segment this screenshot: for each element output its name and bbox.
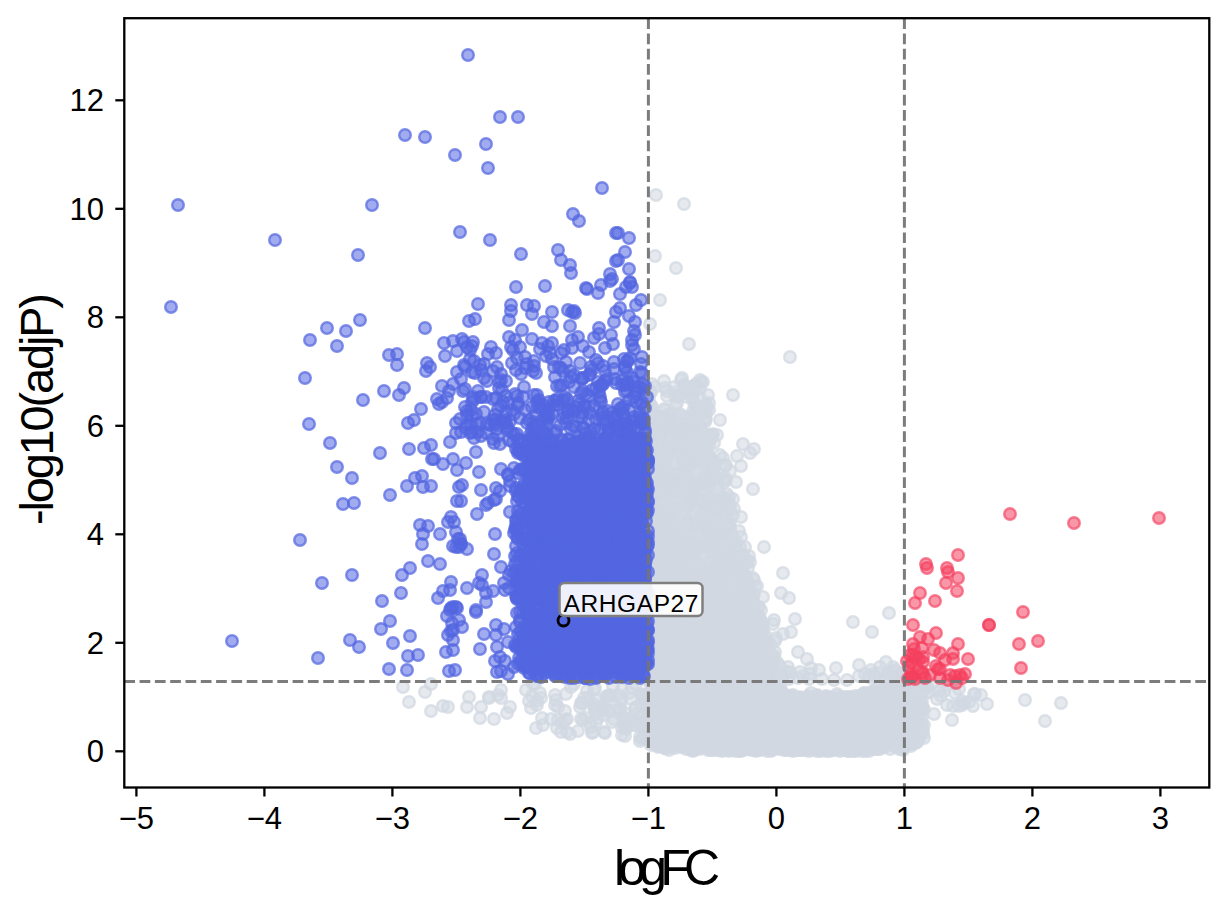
svg-text:-log10(adjP): -log10(adjP) <box>10 293 63 525</box>
svg-text:2: 2 <box>87 626 104 661</box>
svg-text:4: 4 <box>87 517 104 552</box>
svg-text:12: 12 <box>70 83 104 118</box>
svg-text:6: 6 <box>87 409 104 444</box>
svg-text:10: 10 <box>70 192 104 227</box>
svg-text:3: 3 <box>1152 801 1169 836</box>
svg-text:−2: −2 <box>503 801 538 836</box>
svg-text:−4: −4 <box>247 801 282 836</box>
svg-text:8: 8 <box>87 300 104 335</box>
svg-text:0: 0 <box>87 734 104 769</box>
svg-text:logFC: logFC <box>614 840 720 896</box>
svg-text:−3: −3 <box>375 801 410 836</box>
svg-text:−1: −1 <box>631 801 666 836</box>
svg-text:0: 0 <box>768 801 785 836</box>
svg-text:ARHGAP27: ARHGAP27 <box>564 590 699 617</box>
svg-text:1: 1 <box>896 801 913 836</box>
svg-text:−5: −5 <box>119 801 154 836</box>
svg-text:2: 2 <box>1024 801 1041 836</box>
